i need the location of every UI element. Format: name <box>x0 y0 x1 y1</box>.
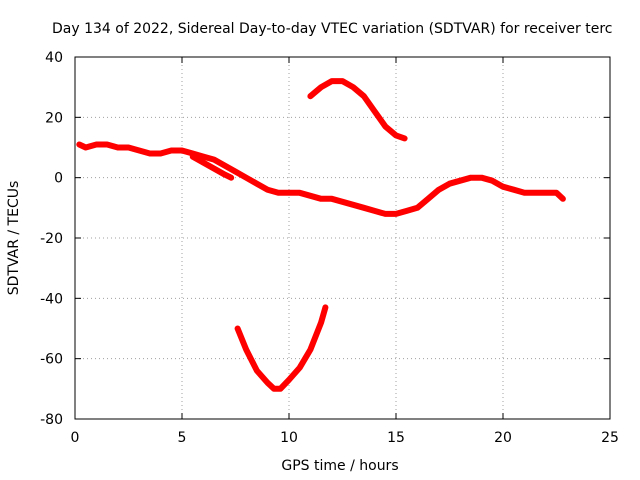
grid <box>75 57 610 419</box>
y-axis-label: SDTVAR / TECUs <box>6 181 22 296</box>
x-tick-label: 0 <box>71 430 80 446</box>
series-upper-arc <box>307 78 408 142</box>
series-side-branch <box>189 153 235 181</box>
y-tick-label: -60 <box>40 352 63 368</box>
x-tick-label: 15 <box>387 430 405 446</box>
y-tick-label: 20 <box>45 110 63 126</box>
series-layer <box>76 78 566 392</box>
chart-title: Day 134 of 2022, Sidereal Day-to-day VTE… <box>52 21 612 37</box>
x-tick-label: 5 <box>178 430 187 446</box>
y-tick-label: -40 <box>40 291 63 307</box>
x-tick-label: 25 <box>601 430 619 446</box>
tick-labels: 0 5 10 15 20 25 40 20 0 -20 -40 -60 -80 <box>40 50 619 446</box>
x-tick-label: 20 <box>494 430 512 446</box>
y-tick-label: 40 <box>45 50 63 66</box>
y-tick-label: -80 <box>40 412 63 428</box>
x-axis-label: GPS time / hours <box>281 458 398 474</box>
y-tick-label: 0 <box>54 171 63 187</box>
x-tick-label: 10 <box>280 430 298 446</box>
y-tick-label: -20 <box>40 231 63 247</box>
series-main <box>76 141 566 217</box>
series-lower-dip <box>234 304 329 392</box>
